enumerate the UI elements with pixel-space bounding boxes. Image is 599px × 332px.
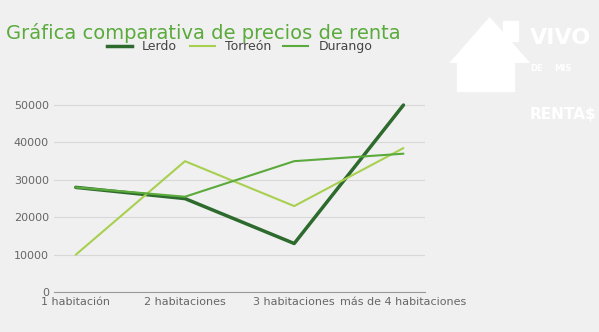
Text: DE: DE xyxy=(530,64,543,73)
Text: RENTA$: RENTA$ xyxy=(530,107,597,122)
Legend: Lerdo, Torreón, Durango: Lerdo, Torreón, Durango xyxy=(102,35,377,58)
Polygon shape xyxy=(449,17,530,63)
FancyBboxPatch shape xyxy=(456,60,513,91)
Bar xyxy=(503,21,518,41)
Text: Gráfica comparativa de precios de renta: Gráfica comparativa de precios de renta xyxy=(6,23,401,43)
Text: MIS: MIS xyxy=(554,64,571,73)
Text: VIVO: VIVO xyxy=(530,28,591,48)
